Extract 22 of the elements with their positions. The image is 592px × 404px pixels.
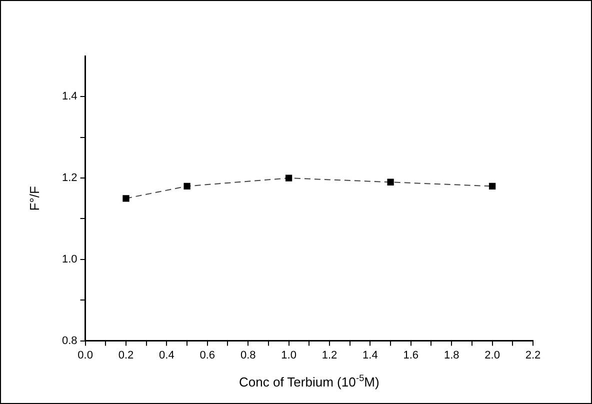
y-tick-label: 1.4 bbox=[62, 90, 78, 103]
point bbox=[184, 182, 190, 190]
y-tick-label: 1.0 bbox=[62, 253, 78, 266]
y-tick-label: 0.8 bbox=[62, 334, 78, 347]
x-tick-label: 0.2 bbox=[118, 349, 134, 362]
y-tick-label: 1.2 bbox=[62, 172, 78, 184]
x-tick-label: 0.6 bbox=[200, 349, 216, 362]
x-tick-label: 1.6 bbox=[403, 349, 419, 362]
x-tick-label: 0.4 bbox=[159, 349, 174, 362]
x-tick-label: 1.8 bbox=[444, 349, 460, 362]
point bbox=[122, 195, 130, 202]
x-tick-label: 1.0 bbox=[281, 349, 296, 362]
x-tick-label: 1.4 bbox=[362, 349, 378, 362]
y-axis-title: F°/F bbox=[26, 186, 42, 211]
point bbox=[285, 174, 292, 182]
point bbox=[488, 182, 496, 190]
x-tick-label: 1.2 bbox=[322, 349, 338, 362]
x-tick-label: 0.0 bbox=[78, 349, 93, 362]
x-tick-label: 2.0 bbox=[484, 349, 500, 362]
x-tick-label: 2.2 bbox=[525, 349, 541, 362]
point bbox=[387, 178, 394, 186]
x-tick-label: 0.8 bbox=[240, 349, 256, 362]
